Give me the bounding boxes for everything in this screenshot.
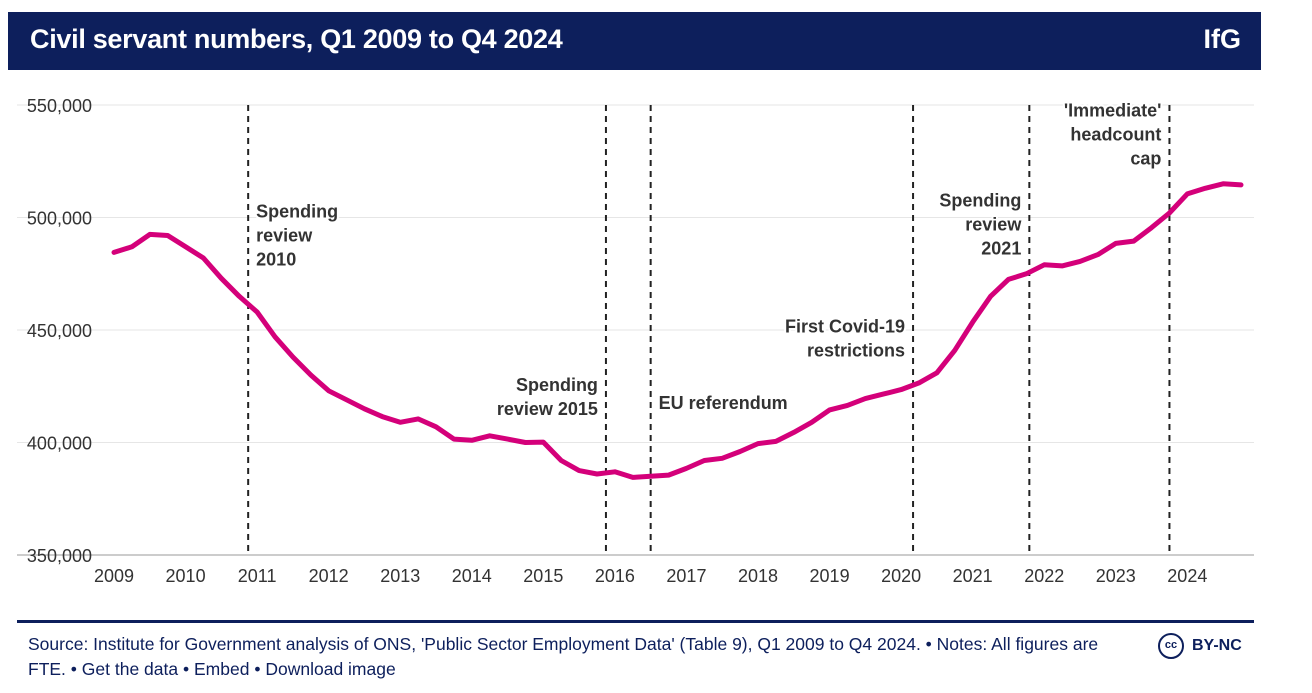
license-badge: cc BY-NC — [1158, 633, 1258, 663]
event-annotation-label: cap — [1130, 148, 1161, 168]
event-annotation-label: review — [965, 214, 1022, 234]
chart-header: Civil servant numbers, Q1 2009 to Q4 202… — [8, 12, 1261, 70]
x-tick-label: 2023 — [1096, 566, 1136, 586]
series-line — [111, 181, 1244, 480]
y-tick-label: 350,000 — [27, 546, 92, 566]
source-note: Source: Institute for Government analysi… — [28, 634, 1099, 679]
y-tick-label: 500,000 — [27, 209, 92, 229]
license-label: BY-NC — [1192, 637, 1242, 654]
x-tick-label: 2022 — [1024, 566, 1064, 586]
x-tick-label: 2014 — [452, 566, 492, 586]
y-tick-label: 450,000 — [27, 321, 92, 341]
x-tick-label: 2012 — [309, 566, 349, 586]
event-annotation-label: 'Immediate' — [1064, 100, 1162, 120]
download-image-link[interactable]: Download image — [265, 659, 396, 679]
chart-footer: Source: Institute for Government analysi… — [28, 632, 1138, 682]
creative-commons-icon: cc — [1158, 633, 1184, 659]
x-tick-label: 2009 — [94, 566, 134, 586]
event-annotation-label: 2021 — [981, 238, 1021, 258]
separator: • — [254, 659, 261, 679]
x-tick-label: 2010 — [166, 566, 206, 586]
x-tick-label: 2016 — [595, 566, 635, 586]
footer-divider — [17, 620, 1254, 623]
event-annotation-label: Spending — [256, 202, 338, 222]
event-annotation-label: review 2015 — [497, 399, 598, 419]
event-annotation-label: EU referendum — [659, 393, 788, 413]
y-tick-label: 400,000 — [27, 434, 92, 454]
event-annotation-label: restrictions — [807, 340, 905, 360]
get-data-link[interactable]: Get the data — [81, 659, 179, 679]
x-tick-label: 2015 — [523, 566, 563, 586]
event-annotation-label: First Covid-19 — [785, 316, 905, 336]
x-tick-label: 2018 — [738, 566, 778, 586]
x-tick-label: 2021 — [953, 566, 993, 586]
embed-link[interactable]: Embed — [194, 659, 250, 679]
y-tick-label: 550,000 — [27, 96, 92, 116]
x-tick-label: 2024 — [1167, 566, 1207, 586]
event-annotation-label: 2010 — [256, 250, 296, 270]
x-tick-label: 2017 — [666, 566, 706, 586]
line-chart: 350,000 400,000 450,000 500,000 550,000 2009 2… — [17, 96, 1254, 586]
chart-title: Civil servant numbers, Q1 2009 to Q4 202… — [30, 24, 563, 54]
event-annotation-label: Spending — [939, 190, 1021, 210]
ifg-logo: IfG — [1203, 24, 1242, 54]
x-tick-label: 2013 — [380, 566, 420, 586]
event-annotation-label: headcount — [1070, 124, 1161, 144]
x-tick-label: 2020 — [881, 566, 921, 586]
x-tick-label: 2019 — [810, 566, 850, 586]
event-annotation-label: review — [256, 226, 313, 246]
event-annotation-label: Spending — [516, 375, 598, 395]
separator: • — [182, 659, 190, 679]
x-tick-label: 2011 — [238, 566, 277, 586]
